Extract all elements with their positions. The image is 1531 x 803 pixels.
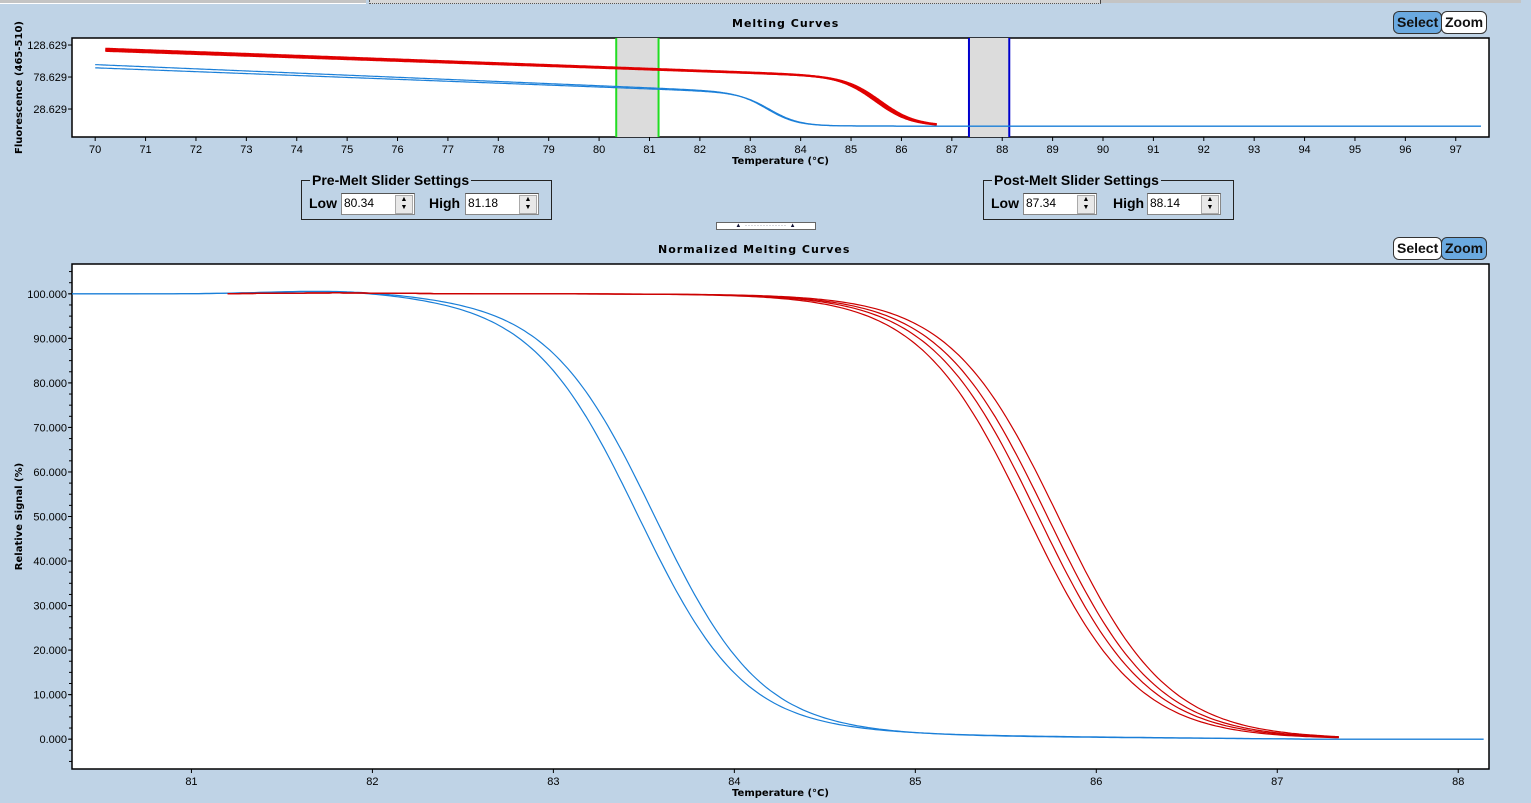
x-tick-label: 86: [1090, 776, 1102, 788]
post-melt-high-value[interactable]: 88.14: [1150, 196, 1181, 210]
curve-red-3: [227, 292, 1339, 738]
post-melt-low-value[interactable]: 87.34: [1026, 196, 1057, 210]
x-tick-label: 82: [366, 776, 378, 788]
y-tick-label: 40.000: [33, 556, 67, 568]
bottom-select-button[interactable]: Select: [1393, 237, 1443, 260]
melting-curves-chart[interactable]: 70 71 72 73 74 75 76 77 78 79 80 81 82 83 84 85 86 87 88 89…: [0, 0, 1531, 170]
x-tick-label: 76: [391, 144, 403, 156]
spinner-arrows-icon[interactable]: ▲ ▼: [519, 195, 537, 214]
y-tick-label: 28.629: [33, 104, 67, 116]
post-melt-legend: Post-Melt Slider Settings: [992, 172, 1161, 188]
melting-curves-title: Melting Curves: [732, 17, 840, 30]
x-tick-label: 90: [1097, 144, 1109, 156]
x-tick-label: 80: [593, 144, 605, 156]
plot-area: [71, 263, 1490, 770]
x-tick-label: 75: [341, 144, 353, 156]
post-melt-region: [968, 38, 1010, 137]
x-tick-label: 71: [139, 144, 151, 156]
x-tick-label: 73: [240, 144, 252, 156]
x-tick-label: 79: [543, 144, 555, 156]
y-axis-label: Fluorescence (465-510): [14, 21, 25, 154]
curve-blue-2: [72, 290, 1484, 740]
x-tick-label: 91: [1147, 144, 1159, 156]
curve-red-2: [227, 292, 1339, 738]
top-select-button[interactable]: Select: [1393, 11, 1443, 34]
x-tick-label: 77: [442, 144, 454, 156]
x-tick-label: 95: [1349, 144, 1361, 156]
x-tick-label: 93: [1248, 144, 1260, 156]
x-axis-label: Temperature (°C): [732, 156, 829, 167]
pre-melt-high-value[interactable]: 81.18: [468, 196, 499, 210]
curve-red-1: [227, 292, 1339, 739]
top-zoom-button[interactable]: Zoom: [1441, 11, 1488, 34]
curve-blue-2: [95, 67, 1481, 127]
x-tick-label: 89: [1046, 144, 1058, 156]
pre-melt-high-spinner[interactable]: 81.18 ▲ ▼: [465, 193, 539, 215]
y-tick-label: 100.000: [27, 289, 67, 301]
x-tick-label: 83: [547, 776, 559, 788]
pre-melt-low-value[interactable]: 80.34: [344, 196, 375, 210]
x-tick-label: 96: [1399, 144, 1411, 156]
tab-strip: [0, 0, 1531, 5]
x-tick-label: 83: [744, 144, 756, 156]
pre-melt-low-spinner[interactable]: 80.34 ▲ ▼: [341, 193, 415, 215]
tab-left[interactable]: [0, 0, 366, 4]
pre-melt-settings: Pre-Melt Slider Settings Low 80.34 ▲ ▼ Hig…: [301, 172, 552, 220]
x-axis-label: Temperature (°C): [732, 788, 829, 799]
panel-splitter[interactable]: ▲ ·············· ▲: [716, 222, 816, 230]
y-tick-label: 60.000: [33, 467, 67, 479]
spinner-arrows-icon[interactable]: ▲ ▼: [1077, 195, 1095, 214]
plot-area: [71, 37, 1490, 138]
x-tick-label: 87: [946, 144, 958, 156]
curve-red-3: [105, 49, 937, 126]
x-tick-label: 84: [728, 776, 740, 788]
tab-right[interactable]: [1100, 0, 1521, 3]
post-melt-low-label: Low: [991, 195, 1019, 211]
x-tick-label: 92: [1198, 144, 1210, 156]
y-tick-label: 30.000: [33, 601, 67, 613]
y-tick-label: 128.629: [27, 40, 67, 52]
x-tick-label: 88: [996, 144, 1008, 156]
x-tick-label: 85: [845, 144, 857, 156]
x-tick-label: 94: [1298, 144, 1310, 156]
y-tick-label: 50.000: [33, 512, 67, 524]
pre-melt-legend: Pre-Melt Slider Settings: [310, 172, 472, 188]
pre-melt-high-label: High: [429, 195, 461, 211]
x-tick-label: 82: [694, 144, 706, 156]
bottom-zoom-button[interactable]: Zoom: [1441, 237, 1488, 260]
x-tick-label: 97: [1450, 144, 1462, 156]
x-tick-label: 81: [185, 776, 197, 788]
y-tick-label: 80.000: [33, 378, 67, 390]
x-tick-label: 84: [795, 144, 807, 156]
x-tick-label: 81: [643, 144, 655, 156]
spinner-arrows-icon[interactable]: ▲ ▼: [1201, 195, 1219, 214]
y-tick-label: 78.629: [33, 72, 67, 84]
spinner-arrows-icon[interactable]: ▲ ▼: [395, 195, 413, 214]
curve-blue-1: [72, 291, 1484, 740]
x-tick-label: 74: [291, 144, 303, 156]
x-tick-label: 70: [89, 144, 101, 156]
x-tick-label: 85: [909, 776, 921, 788]
x-tick-label: 87: [1271, 776, 1283, 788]
y-tick-label: 0.000: [39, 734, 67, 746]
x-tick-label: 72: [190, 144, 202, 156]
x-tick-label: 78: [492, 144, 504, 156]
post-melt-low-spinner[interactable]: 87.34 ▲ ▼: [1023, 193, 1097, 215]
y-tick-label: 10.000: [33, 690, 67, 702]
post-melt-high-spinner[interactable]: 88.14 ▲ ▼: [1147, 193, 1221, 215]
y-tick-label: 90.000: [33, 333, 67, 345]
post-melt-high-label: High: [1113, 195, 1145, 211]
y-axis-label: Relative Signal (%): [14, 463, 25, 570]
curve-red-4: [227, 292, 1339, 738]
y-tick-label: 70.000: [33, 422, 67, 434]
x-tick-label: 86: [895, 144, 907, 156]
x-tick-label: 88: [1452, 776, 1464, 788]
y-tick-label: 20.000: [33, 645, 67, 657]
normalized-curves-title: Normalized Melting Curves: [658, 243, 851, 256]
post-melt-settings: Post-Melt Slider Settings Low 87.34 ▲ ▼ Hi…: [983, 172, 1234, 220]
pre-melt-low-label: Low: [309, 195, 337, 211]
